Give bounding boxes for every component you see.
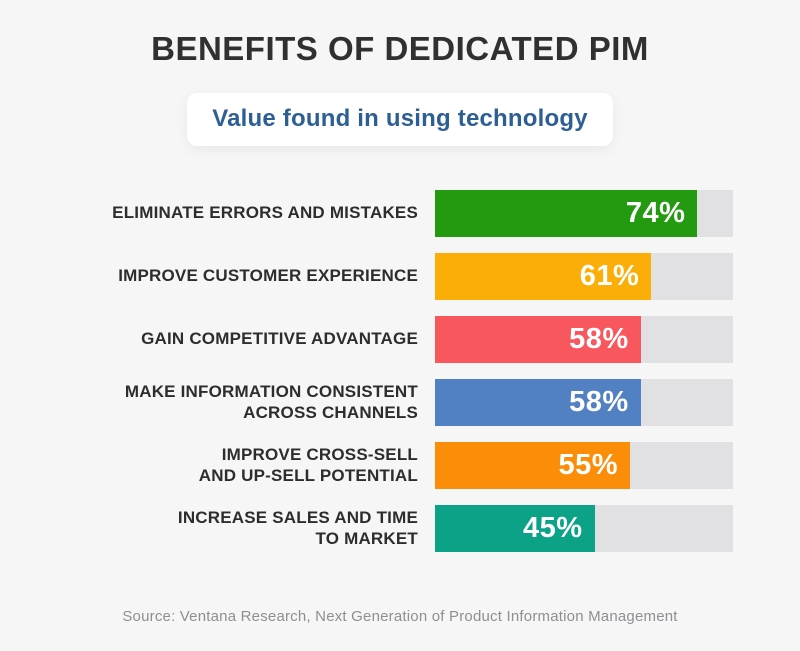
bar-track: 58% <box>435 316 733 363</box>
bar-label: IMPROVE CROSS-SELL AND UP-SELL POTENTIAL <box>198 444 418 485</box>
bar-value-label: 74% <box>625 197 686 229</box>
bar-track: 45% <box>435 505 733 552</box>
bar-row: ELIMINATE ERRORS AND MISTAKES 74% <box>40 190 800 237</box>
page-title: BENEFITS OF DEDICATED PIM <box>151 30 649 67</box>
bar-label: ELIMINATE ERRORS AND MISTAKES <box>112 203 418 223</box>
bar-fill: 55% <box>435 442 631 489</box>
bar-value-label: 61% <box>579 260 640 292</box>
bar-fill: 74% <box>435 190 698 237</box>
bar-row: INCREASE SALES AND TIME TO MARKET 45% <box>40 505 800 552</box>
bar-fill: 58% <box>435 379 641 426</box>
bar-track: 55% <box>435 442 733 489</box>
bar-value-label: 45% <box>523 512 583 544</box>
bar-row: IMPROVE CROSS-SELL AND UP-SELL POTENTIAL 5… <box>40 442 800 489</box>
bar-fill: 61% <box>435 253 652 300</box>
bar-track: 58% <box>435 379 733 426</box>
bar-value-label: 58% <box>569 386 629 418</box>
bar-track: 74% <box>435 190 733 237</box>
bar-label: INCREASE SALES AND TIME TO MARKET <box>177 507 418 548</box>
bar-row: IMPROVE CUSTOMER EXPERIENCE 61% <box>40 253 800 300</box>
bar-fill: 58% <box>435 316 641 363</box>
source-note: Source: Ventana Research, Next Generatio… <box>122 608 678 625</box>
subtitle-text: Value found in using technology <box>212 105 588 132</box>
bar-value-label: 55% <box>558 449 619 481</box>
bar-label: MAKE INFORMATION CONSISTENT ACROSS CHANNE… <box>124 381 418 422</box>
bar-fill: 45% <box>435 505 595 552</box>
bar-label: GAIN COMPETITIVE ADVANTAGE <box>141 329 418 349</box>
bar-value-label: 58% <box>569 323 629 355</box>
subtitle-pill: Value found in using technology <box>187 93 613 146</box>
bar-row: MAKE INFORMATION CONSISTENT ACROSS CHANNE… <box>40 379 800 426</box>
bar-track: 61% <box>435 253 733 300</box>
bar-chart: ELIMINATE ERRORS AND MISTAKES 74% IMPROVE … <box>0 190 800 552</box>
bar-label: IMPROVE CUSTOMER EXPERIENCE <box>118 266 418 286</box>
bar-row: GAIN COMPETITIVE ADVANTAGE 58% <box>40 316 800 363</box>
